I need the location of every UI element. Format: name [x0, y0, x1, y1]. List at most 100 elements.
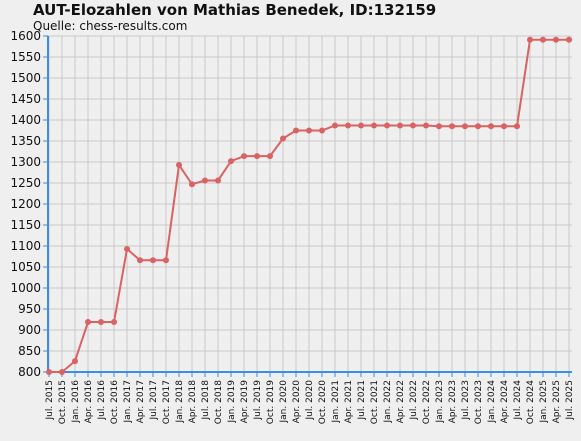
x-tick-label: Apr. 2020 [292, 380, 302, 424]
x-tick-label: Jan. 2016 [71, 380, 81, 424]
y-tick-label: 1300 [10, 155, 41, 169]
y-axis-tick-labels: 800 850 900 950 1000 1050 1100 1150 1200 1250 1300… [10, 29, 41, 379]
x-tick-label: Oct. 2023 [474, 380, 484, 424]
x-tick-label: Jul. 2020 [305, 380, 315, 421]
series-layer [46, 36, 572, 375]
x-tick-label: Apr. 2025 [552, 380, 562, 423]
x-tick-label: Jan. 2020 [279, 380, 289, 424]
data-point [98, 319, 104, 326]
x-tick-label: Jan. 2019 [227, 380, 237, 424]
data-point [566, 36, 572, 43]
x-tick-label: Jan. 2017 [123, 380, 133, 424]
x-tick-label: Apr. 2021 [344, 380, 354, 423]
data-point [241, 153, 247, 160]
y-tick-label: 1150 [10, 218, 41, 232]
axes [43, 35, 572, 377]
x-tick-label: Jan. 2024 [487, 380, 497, 424]
data-point [202, 177, 208, 184]
data-point [371, 122, 377, 129]
data-point [280, 135, 286, 142]
x-tick-label: Oct. 2021 [370, 380, 380, 424]
x-tick-label: Oct. 2019 [266, 380, 276, 424]
data-point [345, 122, 351, 129]
x-tick-label: Jul. 2015 [45, 380, 55, 421]
y-tick-label: 1550 [10, 50, 41, 64]
x-tick-label: Oct. 2015 [58, 380, 68, 424]
data-point [267, 153, 273, 160]
data-point [319, 127, 325, 134]
data-point [254, 153, 260, 160]
chart-title: AUT-Elozahlen von Mathias Benedek, ID:13… [33, 1, 437, 19]
x-tick-label: Jan. 2018 [175, 380, 185, 424]
y-tick-label: 1600 [10, 29, 41, 43]
x-tick-label: Jan. 2022 [383, 380, 393, 424]
x-tick-label: Jul. 2022 [409, 380, 419, 421]
y-tick-label: 1350 [10, 134, 41, 148]
data-point [397, 122, 403, 129]
data-point [111, 319, 117, 326]
y-tick-label: 1100 [10, 239, 41, 253]
x-tick-label: Apr. 2018 [188, 380, 198, 424]
data-point [332, 122, 338, 129]
grid [48, 35, 572, 373]
x-tick-label: Oct. 2024 [526, 380, 536, 424]
y-tick-label: 1500 [10, 71, 41, 85]
y-tick-label: 1050 [10, 260, 41, 274]
y-tick-label: 850 [18, 344, 41, 358]
x-tick-label: Jan. 2021 [331, 380, 341, 424]
data-point [358, 122, 364, 129]
x-tick-label: Jul. 2025 [565, 380, 575, 421]
x-tick-label: Jul. 2019 [253, 380, 263, 421]
data-point [514, 123, 520, 130]
y-tick-label: 800 [18, 365, 41, 379]
data-point [215, 177, 221, 184]
data-point [293, 127, 299, 134]
y-tick-label: 900 [18, 323, 41, 337]
y-tick-label: 1450 [10, 92, 41, 106]
data-point [228, 158, 234, 165]
data-point [163, 257, 169, 264]
x-tick-label: Jul. 2023 [461, 380, 471, 421]
data-point [410, 122, 416, 129]
x-tick-label: Apr. 2019 [240, 380, 250, 424]
data-point [462, 123, 468, 130]
x-tick-label: Jul. 2016 [97, 380, 107, 421]
data-point [189, 181, 195, 188]
y-tick-label: 1400 [10, 113, 41, 127]
x-tick-label: Apr. 2022 [396, 380, 406, 423]
data-point [488, 123, 494, 130]
x-tick-label: Jul. 2021 [357, 380, 367, 421]
y-tick-label: 1200 [10, 197, 41, 211]
x-tick-label: Apr. 2024 [500, 380, 510, 424]
chart-subtitle: Quelle: chess-results.com [33, 19, 188, 33]
x-tick-label: Oct. 2016 [110, 380, 120, 424]
data-point [384, 122, 390, 129]
x-tick-label: Jul. 2017 [149, 380, 159, 421]
data-point [59, 369, 65, 375]
data-point [449, 123, 455, 130]
x-tick-label: Jul. 2024 [513, 380, 523, 421]
x-tick-label: Oct. 2017 [162, 380, 172, 424]
data-point [423, 122, 429, 129]
data-point [475, 123, 481, 130]
data-point [150, 257, 156, 264]
data-point [540, 36, 546, 43]
data-point [501, 123, 507, 130]
data-point [137, 257, 143, 264]
x-tick-label: Apr. 2017 [136, 380, 146, 423]
x-tick-label: Jul. 2018 [201, 380, 211, 421]
x-tick-label: Oct. 2020 [318, 380, 328, 424]
data-point [306, 127, 312, 134]
y-tick-label: 1250 [10, 176, 41, 190]
y-tick-label: 1000 [10, 281, 41, 295]
data-point [527, 36, 533, 43]
data-point [85, 319, 91, 326]
data-point [176, 161, 182, 168]
data-point [124, 245, 130, 252]
x-tick-label: Oct. 2022 [422, 380, 432, 424]
x-tick-label: Apr. 2016 [84, 380, 94, 424]
data-point [46, 369, 52, 375]
y-tick-label: 950 [18, 302, 41, 316]
data-point [72, 358, 78, 365]
